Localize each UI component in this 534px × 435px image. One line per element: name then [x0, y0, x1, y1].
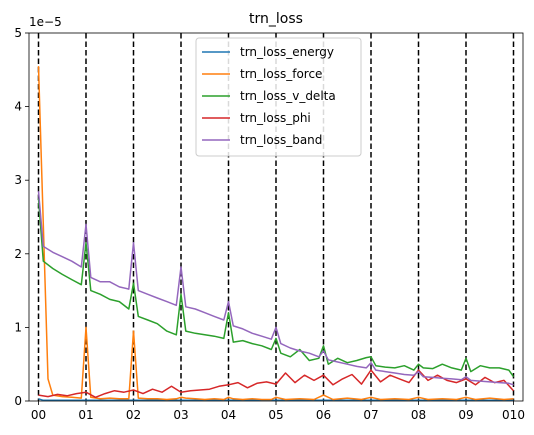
legend-label: trn_loss_band	[240, 133, 322, 147]
x-tick-label: 00	[31, 408, 46, 422]
x-tick-label: 08	[411, 408, 426, 422]
legend-label: trn_loss_v_delta	[240, 89, 336, 103]
x-tick-label: 04	[221, 408, 236, 422]
series-line-trn-loss-band	[37, 191, 514, 386]
x-tick-label: 06	[316, 408, 331, 422]
y-tick-label: 4	[14, 100, 22, 114]
chart-title: trn_loss	[249, 11, 303, 27]
x-tick-label: 03	[173, 408, 188, 422]
legend-label: trn_loss_force	[240, 67, 322, 81]
series-layer	[37, 66, 515, 402]
legend-label: trn_loss_phi	[240, 111, 311, 125]
x-tick-label: 05	[268, 408, 283, 422]
x-tick-label: 02	[126, 408, 141, 422]
y-offset-label: 1e−5	[29, 15, 62, 29]
legend-box	[195, 37, 362, 157]
y-tick-label: 3	[14, 173, 22, 187]
y-tick-label: 0	[14, 394, 22, 408]
series-line-trn-loss-v-delta	[37, 198, 515, 378]
y-tick-label: 1	[14, 320, 22, 334]
x-axis-ticks: 00 01 02 03 04 05 06 07 08 09 010	[31, 401, 525, 422]
series-line-trn-loss-energy	[38, 398, 514, 402]
series-line-trn-loss-force	[37, 66, 514, 401]
x-tick-label: 010	[502, 408, 525, 422]
x-tick-label: 07	[363, 408, 378, 422]
legend: trn_loss_energy trn_loss_force trn_loss_v_…	[195, 37, 362, 157]
x-tick-label: 01	[78, 408, 93, 422]
y-tick-label: 5	[14, 26, 22, 40]
y-axis-ticks: 0 1 2 3 4 5	[14, 26, 29, 408]
y-tick-label: 2	[14, 247, 22, 261]
x-tick-label: 09	[458, 408, 473, 422]
legend-label: trn_loss_energy	[240, 45, 334, 59]
